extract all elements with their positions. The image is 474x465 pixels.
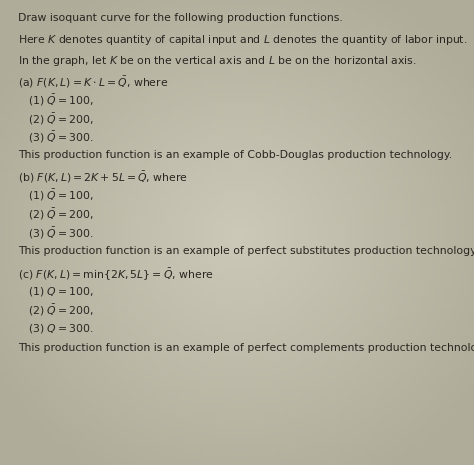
Text: (1) $Q = 100$,: (1) $Q = 100$, xyxy=(28,285,94,298)
Text: This production function is an example of perfect substitutes production technol: This production function is an example o… xyxy=(18,246,474,256)
Text: This production function is an example of Cobb-Douglas production technology.: This production function is an example o… xyxy=(18,150,452,160)
Text: (1) $\bar{Q} = 100$,: (1) $\bar{Q} = 100$, xyxy=(28,93,94,108)
Text: (3) $\bar{Q} = 300$.: (3) $\bar{Q} = 300$. xyxy=(28,130,94,146)
Text: (1) $\bar{Q} = 100$,: (1) $\bar{Q} = 100$, xyxy=(28,188,94,204)
Text: (c) $F(K, L) = \min\{2K, 5L\} = \bar{Q}$, where: (c) $F(K, L) = \min\{2K, 5L\} = \bar{Q}$… xyxy=(18,266,214,282)
Text: Draw isoquant curve for the following production functions.: Draw isoquant curve for the following pr… xyxy=(18,13,343,23)
Text: In the graph, let $K$ be on the vertical axis and $L$ be on the horizontal axis.: In the graph, let $K$ be on the vertical… xyxy=(18,54,417,68)
Text: Here $K$ denotes quantity of capital input and $L$ denotes the quantity of labor: Here $K$ denotes quantity of capital inp… xyxy=(18,33,467,47)
Text: (3) $\bar{Q} = 300$.: (3) $\bar{Q} = 300$. xyxy=(28,226,94,241)
Text: (a) $F(K, L) = K \cdot L = \bar{Q}$, where: (a) $F(K, L) = K \cdot L = \bar{Q}$, whe… xyxy=(18,74,168,90)
Text: (2) $\bar{Q} = 200$,: (2) $\bar{Q} = 200$, xyxy=(28,112,94,127)
Text: (2) $\bar{Q} = 200$,: (2) $\bar{Q} = 200$, xyxy=(28,303,94,319)
Text: (b) $F(K, L) = 2K + 5L = \bar{Q}$, where: (b) $F(K, L) = 2K + 5L = \bar{Q}$, where xyxy=(18,170,188,185)
Text: This production function is an example of perfect complements production technol: This production function is an example o… xyxy=(18,343,474,353)
Text: (3) $Q = 300$.: (3) $Q = 300$. xyxy=(28,322,94,335)
Text: (2) $\bar{Q} = 200$,: (2) $\bar{Q} = 200$, xyxy=(28,207,94,222)
